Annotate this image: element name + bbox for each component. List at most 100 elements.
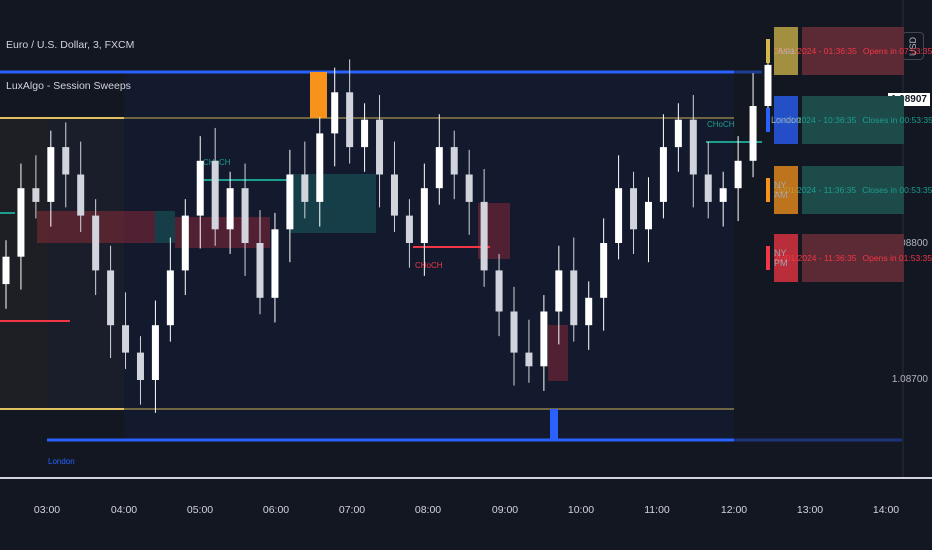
session-color-bar — [766, 246, 770, 270]
candle-body — [659, 147, 667, 202]
time-label-0800: 08:00 — [414, 504, 442, 516]
candle-body — [346, 92, 354, 148]
bullish-zone — [155, 211, 175, 243]
session-info: 26/01/2024 - 01:36:35 Opens in 07:53:35 — [774, 27, 932, 75]
candle-body — [674, 119, 682, 148]
session-name: NY AM — [774, 166, 798, 214]
candle-body — [405, 215, 413, 243]
session-status: Opens in 07:53:35 — [862, 46, 932, 56]
candle-body — [704, 174, 712, 202]
candle-body — [615, 188, 623, 243]
session-status: Closes in 00:53:35 — [862, 115, 932, 125]
candle-body — [286, 174, 294, 230]
candle-body — [376, 119, 384, 175]
session-status: Closes in 00:53:35 — [862, 185, 932, 195]
session-color-bar — [766, 39, 770, 63]
price-label-1: 1.08800 — [891, 238, 928, 249]
candle-body — [450, 147, 458, 175]
london-session-label: London — [48, 457, 75, 466]
candle-body — [570, 270, 578, 326]
candle-body — [47, 147, 55, 202]
choch-label: CHoCH — [707, 120, 735, 129]
time-label-0900: 09:00 — [491, 504, 519, 516]
candle-body — [2, 256, 10, 285]
low-sweep-marker — [550, 409, 558, 440]
session-date: 26/01/2024 - 01:36:35 — [773, 46, 857, 56]
candle-body — [585, 297, 593, 326]
choch-label: CHoCH — [415, 261, 443, 270]
candle-body — [241, 188, 249, 243]
candle-body — [122, 325, 130, 353]
session-date: 25/01/2024 - 11:36:35 — [773, 253, 857, 263]
dashboard-row-ny-pm: NY PM 25/01/2024 - 11:36:35 Opens in 01:53… — [766, 234, 932, 282]
candle-body — [62, 147, 70, 175]
candle-body — [390, 174, 398, 216]
asia-london-overlap-zone — [47, 118, 124, 410]
time-label-1400: 14:00 — [872, 504, 900, 516]
session-name: London — [771, 96, 801, 144]
candle-body — [764, 64, 772, 106]
candle-body — [510, 311, 518, 353]
session-color-bar — [766, 108, 770, 132]
candle-body — [555, 270, 563, 312]
price-label-2: 1.08700 — [891, 374, 928, 385]
candle-body — [256, 243, 264, 298]
candle-body — [630, 188, 638, 230]
session-name: Asia — [774, 27, 798, 75]
time-label-0500: 05:00 — [186, 504, 214, 516]
session-status: Opens in 01:53:35 — [862, 253, 932, 263]
session-date: 25/01/2024 - 11:36:35 — [773, 185, 857, 195]
symbol-title: Euro / U.S. Dollar, 3, FXCM — [6, 39, 135, 51]
candle-body — [151, 325, 159, 380]
candle-body — [435, 147, 443, 189]
time-label-1100: 11:00 — [644, 504, 670, 516]
time-label-0300: 03:00 — [33, 504, 61, 516]
time-label-0400: 04:00 — [110, 504, 138, 516]
candle-body — [540, 311, 548, 367]
time-label-1300: 13:00 — [796, 504, 824, 516]
session-name: NY PM — [774, 234, 798, 282]
candle-body — [480, 201, 488, 271]
session-info: 25/01/2024 - 10:36:35 Closes in 00:53:35 — [773, 96, 932, 144]
bearish-zone — [175, 217, 270, 248]
dashboard-row-asia: Asia 26/01/2024 - 01:36:35 Opens in 07:53:… — [766, 27, 932, 75]
candle-body — [420, 188, 428, 243]
indicator-title: LuxAlgo - Session Sweeps — [6, 80, 131, 92]
candle-body — [226, 188, 234, 230]
candle-body — [465, 174, 473, 202]
candle-body — [211, 160, 219, 230]
candle-body — [77, 174, 85, 216]
candle-body — [734, 160, 742, 189]
candle-body — [107, 270, 115, 326]
session-date: 25/01/2024 - 10:36:35 — [773, 115, 857, 125]
session-info: 25/01/2024 - 11:36:35 Opens in 01:53:35 — [774, 234, 932, 282]
london-session-zone — [124, 72, 734, 440]
candle-body — [17, 188, 25, 257]
candle-body — [316, 133, 324, 202]
time-label-0700: 07:00 — [338, 504, 366, 516]
candle-body — [644, 201, 652, 230]
time-label-1000: 10:00 — [567, 504, 595, 516]
candle-body — [600, 243, 608, 298]
candle-body — [181, 215, 189, 271]
candle-body — [495, 270, 503, 312]
high-sweep-marker — [310, 72, 327, 118]
session-info: 25/01/2024 - 11:36:35 Closes in 00:53:35 — [774, 166, 932, 214]
dashboard-row-ny-am: NY AM 25/01/2024 - 11:36:35 Closes in 00:5… — [766, 166, 932, 214]
candle-body — [301, 174, 309, 202]
candle-body — [271, 229, 279, 298]
candle-body — [719, 188, 727, 202]
candle-body — [166, 270, 174, 326]
candle-body — [136, 352, 144, 380]
candle-body — [32, 188, 40, 202]
candle-body — [92, 215, 100, 271]
time-label-1200: 12:00 — [720, 504, 748, 516]
candle-body — [331, 92, 339, 134]
dashboard-row-london: London 25/01/2024 - 10:36:35 Closes in 00:… — [766, 96, 932, 144]
candle-body — [689, 119, 697, 175]
candle-body — [361, 119, 369, 148]
candle-body — [749, 106, 757, 161]
session-color-bar — [766, 178, 770, 202]
time-label-0600: 06:00 — [262, 504, 290, 516]
